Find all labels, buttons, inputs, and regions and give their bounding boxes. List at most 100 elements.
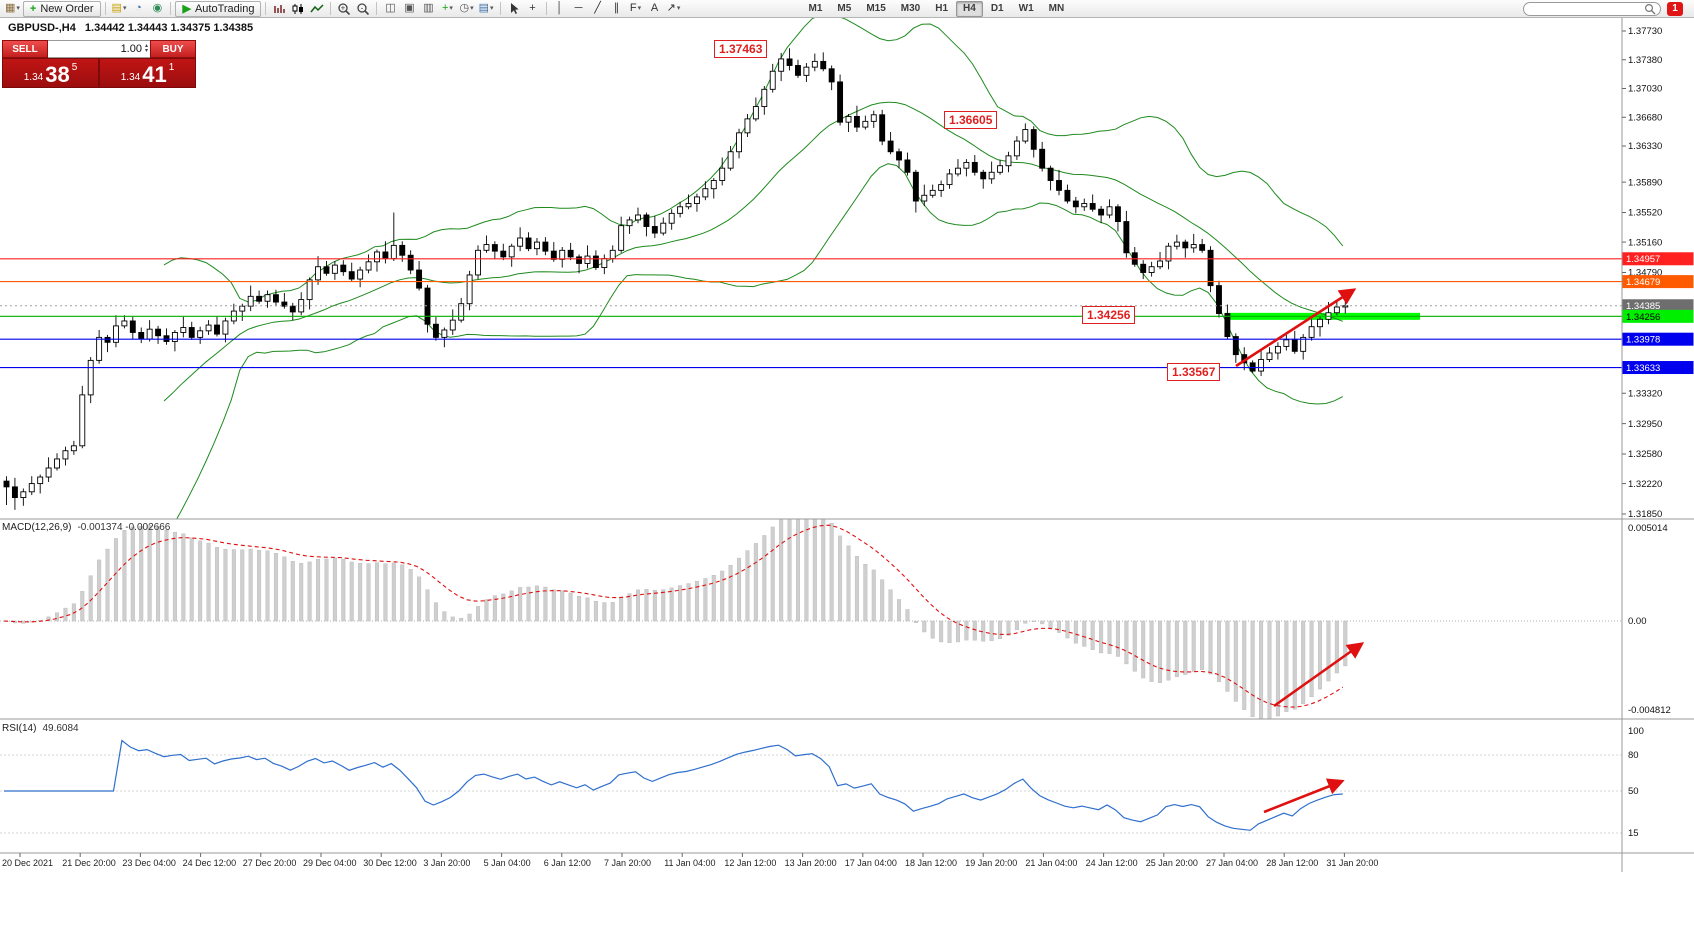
one-click-trading-panel: SELL 1.00 ▴ ▾ BUY 1.34 38 5 1.34 41 1 bbox=[2, 40, 196, 88]
timeframe-M1[interactable]: M1 bbox=[802, 1, 830, 17]
new-order-button[interactable]: + New Order bbox=[22, 0, 101, 17]
candle-chart-icon[interactable] bbox=[289, 1, 307, 17]
buy-button[interactable]: BUY bbox=[150, 40, 196, 58]
macd-signal-line bbox=[3, 524, 1344, 708]
toolbar-separator bbox=[499, 2, 501, 15]
volume-stepper[interactable]: 1.00 ▴ ▾ bbox=[48, 40, 150, 58]
macd-axis-tick: 0.00 bbox=[1628, 616, 1647, 627]
price-axis-tick: 1.36330 bbox=[1628, 141, 1662, 152]
spinner-up-icon[interactable]: ▴ bbox=[144, 43, 148, 49]
zoom-out-icon[interactable]: - bbox=[354, 1, 372, 17]
price-axis-label-bg bbox=[1622, 252, 1694, 266]
time-axis-label: 6 Jan 12:00 bbox=[544, 858, 591, 868]
symbol-info: GBPUSD-,H4 1.34442 1.34443 1.34375 1.343… bbox=[8, 22, 253, 34]
vertical-line-icon[interactable]: │ bbox=[556, 2, 563, 14]
toolbar-separator bbox=[104, 2, 106, 15]
line-chart-icon[interactable] bbox=[308, 1, 326, 17]
price-callout[interactable]: 1.37463 bbox=[714, 40, 768, 58]
text-icon[interactable]: A bbox=[650, 2, 659, 14]
trend-arrow[interactable] bbox=[1263, 778, 1345, 814]
macd-axis-tick: -0.004812 bbox=[1628, 705, 1671, 716]
horizontal-line-icon[interactable]: ─ bbox=[574, 2, 583, 14]
price-axis-tick: 1.32950 bbox=[1628, 419, 1662, 430]
profiles-icon[interactable]: ▤ ▾ bbox=[111, 2, 127, 14]
cursor-icon[interactable] bbox=[505, 1, 523, 17]
autotrading-button[interactable]: ▶ AutoTrading bbox=[175, 0, 262, 17]
channel-icon[interactable]: ∥ bbox=[613, 2, 620, 14]
trade-panel-top-row: SELL 1.00 ▴ ▾ BUY bbox=[2, 40, 196, 58]
sell-price-sup: 5 bbox=[71, 62, 78, 73]
volume-spinner[interactable]: ▴ ▾ bbox=[144, 43, 148, 54]
macd-axis-tick: 0.005014 bbox=[1628, 523, 1668, 534]
bollinger-band-line bbox=[163, 101, 1343, 402]
time-axis-label: 21 Jan 04:00 bbox=[1025, 858, 1077, 868]
buy-price-sup: 1 bbox=[168, 62, 175, 73]
trend-arrow[interactable] bbox=[1273, 642, 1365, 708]
price-panel bbox=[0, 18, 1622, 519]
price-callout[interactable]: 1.34256 bbox=[1082, 306, 1136, 324]
arrows-tool-icon[interactable]: ↗ ▾ bbox=[666, 2, 681, 14]
price-axis-label-bg bbox=[1622, 299, 1694, 313]
symbol-timeframe-label: GBPUSD-,H4 bbox=[8, 22, 76, 34]
bollinger-band-line bbox=[176, 163, 1344, 519]
buy-price-prefix: 1.34 bbox=[120, 72, 141, 83]
rsi-panel bbox=[0, 739, 1622, 834]
indicators-icon[interactable]: + ▾ bbox=[441, 2, 453, 14]
macd-values: -0.001374 -0.002666 bbox=[77, 522, 171, 533]
timeframe-H1[interactable]: H1 bbox=[928, 1, 955, 17]
timeframe-W1[interactable]: W1 bbox=[1012, 1, 1041, 17]
toolbar-right-group: 1 bbox=[1523, 1, 1683, 16]
time-axis-label: 17 Jan 04:00 bbox=[845, 858, 897, 868]
price-axis-tick: 1.37030 bbox=[1628, 84, 1662, 95]
bar-chart-icon[interactable] bbox=[270, 1, 288, 17]
arrange-windows-icon[interactable]: ▥ bbox=[423, 2, 434, 14]
price-axis-label: 1.33978 bbox=[1626, 335, 1660, 346]
alerts-icon[interactable]: ◉ bbox=[152, 2, 163, 14]
spinner-down-icon[interactable]: ▾ bbox=[144, 48, 148, 54]
tile-windows-icon[interactable]: ◫ bbox=[385, 2, 396, 14]
templates-icon[interactable]: ▤ ▾ bbox=[478, 2, 494, 14]
sell-price-big: 38 bbox=[45, 62, 70, 87]
buy-price-big: 41 bbox=[142, 62, 167, 87]
time-axis-label: 12 Jan 12:00 bbox=[724, 858, 776, 868]
new-chart-icon[interactable]: ▦ ▾ bbox=[5, 2, 20, 14]
timeframe-MN[interactable]: MN bbox=[1042, 1, 1072, 17]
time-axis-label: 13 Jan 20:00 bbox=[785, 858, 837, 868]
rsi-axis-tick: 15 bbox=[1628, 828, 1639, 839]
toolbar-separator bbox=[170, 2, 172, 15]
crosshair-icon[interactable]: + bbox=[529, 2, 536, 14]
fibonacci-icon[interactable]: F ▾ bbox=[629, 2, 642, 14]
price-callout[interactable]: 1.33567 bbox=[1167, 363, 1221, 381]
notification-badge[interactable]: 1 bbox=[1667, 1, 1683, 16]
price-callout[interactable]: 1.36605 bbox=[944, 111, 998, 129]
trendline-icon[interactable]: ╱ bbox=[594, 2, 601, 14]
timeframe-M30[interactable]: M30 bbox=[894, 1, 927, 17]
buy-price-button[interactable]: 1.34 41 1 bbox=[99, 58, 196, 88]
history-center-icon[interactable]: ◔ bbox=[135, 2, 142, 14]
price-axis-tick: 1.35520 bbox=[1628, 208, 1662, 219]
trend-arrow[interactable] bbox=[1235, 288, 1357, 368]
sell-price-prefix: 1.34 bbox=[23, 72, 44, 83]
time-axis-label: 5 Jan 04:00 bbox=[484, 858, 531, 868]
timeframe-D1[interactable]: D1 bbox=[984, 1, 1011, 17]
timeframe-M15[interactable]: M15 bbox=[859, 1, 892, 17]
sell-price-button[interactable]: 1.34 38 5 bbox=[2, 58, 99, 88]
rsi-value: 49.6084 bbox=[42, 723, 79, 734]
timeframe-H4[interactable]: H4 bbox=[956, 0, 983, 17]
macd-name: MACD(12,26,9) bbox=[2, 522, 72, 533]
rsi-name: RSI(14) bbox=[2, 723, 37, 734]
time-axis-label: 27 Jan 04:00 bbox=[1206, 858, 1258, 868]
cascade-windows-icon[interactable]: ▣ bbox=[404, 2, 415, 14]
volume-value: 1.00 bbox=[120, 43, 142, 55]
rsi-indicator-label: RSI(14) 49.6084 bbox=[2, 723, 79, 734]
zoom-in-icon[interactable]: + bbox=[335, 1, 353, 17]
sell-button[interactable]: SELL bbox=[2, 40, 48, 58]
periods-icon[interactable]: ◷ ▾ bbox=[459, 2, 474, 14]
price-axis-tick: 1.35160 bbox=[1628, 237, 1662, 248]
timeframe-M5[interactable]: M5 bbox=[830, 1, 858, 17]
price-axis-tick: 1.37380 bbox=[1628, 55, 1662, 66]
macd-panel bbox=[0, 519, 1622, 719]
time-axis-label: 30 Dec 12:00 bbox=[363, 858, 417, 868]
search-input[interactable] bbox=[1523, 1, 1661, 16]
